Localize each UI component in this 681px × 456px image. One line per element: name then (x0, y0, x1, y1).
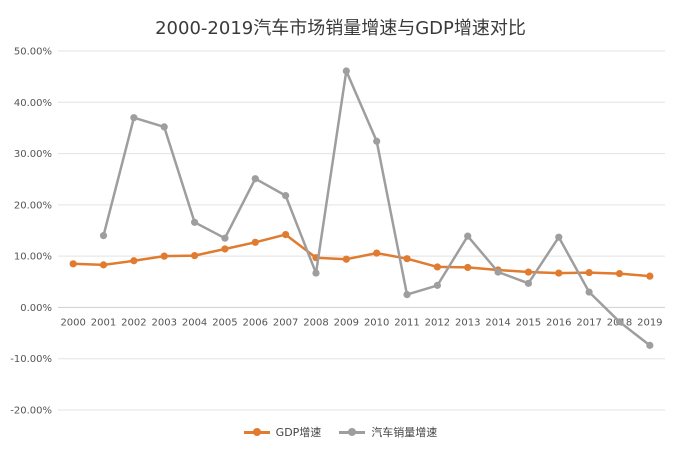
data-point[interactable] (646, 272, 654, 280)
data-point[interactable] (615, 318, 624, 326)
legend-item-gdp[interactable]: GDP增速 (243, 424, 322, 440)
data-point[interactable] (494, 268, 502, 276)
x-tick-label: 2009 (334, 317, 359, 328)
x-tick-label: 2010 (364, 317, 389, 328)
x-tick-label: 2011 (394, 317, 419, 328)
y-tick-label: 0.00% (20, 303, 52, 314)
data-point[interactable] (646, 341, 654, 349)
y-tick-label: 20.00% (14, 200, 52, 211)
data-point[interactable] (342, 67, 350, 75)
legend-label-car-sales: 汽车销量增速 (371, 426, 438, 439)
data-point[interactable] (282, 192, 290, 200)
data-point[interactable] (282, 231, 290, 239)
data-point[interactable] (160, 252, 168, 260)
y-tick-label: -20.00% (10, 406, 52, 417)
series-line (71, 233, 652, 278)
x-tick-label: 2006 (243, 317, 268, 328)
x-tick-label: 2019 (637, 317, 662, 328)
data-point[interactable] (130, 114, 138, 122)
y-tick-label: 30.00% (14, 149, 52, 160)
data-point[interactable] (373, 249, 381, 257)
data-point[interactable] (615, 269, 624, 278)
y-tick-label: 40.00% (14, 98, 52, 109)
x-tick-label: 2003 (151, 317, 176, 328)
data-point[interactable] (403, 255, 411, 263)
x-tick-label: 2017 (576, 317, 601, 328)
series-0 (69, 231, 654, 280)
y-tick-label: 50.00% (14, 47, 52, 58)
x-tick-label: 2016 (546, 317, 571, 328)
data-point[interactable] (433, 281, 441, 289)
data-point[interactable] (221, 234, 229, 242)
data-point[interactable] (160, 123, 168, 131)
x-tick-label: 2014 (485, 317, 510, 328)
data-point[interactable] (524, 268, 533, 276)
data-point[interactable] (403, 291, 411, 299)
x-tick-label: 2000 (60, 317, 85, 328)
data-point[interactable] (464, 232, 472, 240)
data-point[interactable] (342, 255, 350, 263)
data-point[interactable] (190, 218, 199, 226)
x-tick-label: 2002 (121, 317, 146, 328)
data-point[interactable] (585, 268, 593, 277)
x-tick-label: 2012 (425, 317, 450, 328)
data-point[interactable] (555, 233, 563, 241)
data-point[interactable] (130, 257, 138, 265)
data-point[interactable] (190, 252, 199, 260)
x-tick-label: 2008 (303, 317, 328, 328)
y-axis-tick-labels: 50.00% 40.00% 30.00% 20.00% 10.00% 0.00% -10.0… (10, 47, 52, 417)
y-tick-label: -10.00% (10, 354, 52, 365)
x-axis-tick-labels: 2000 2001 2002 2003 2004 2005 2006 2007 2008 2009… (60, 317, 662, 328)
x-tick-label: 2001 (91, 317, 116, 328)
data-point[interactable] (524, 279, 533, 287)
series-group (69, 67, 654, 349)
data-point[interactable] (433, 263, 441, 271)
series-line (102, 69, 652, 347)
data-point[interactable] (221, 245, 229, 253)
legend-item-car-sales[interactable]: 汽车销量增速 (339, 424, 437, 440)
y-tick-label: 10.00% (14, 252, 52, 263)
data-point[interactable] (251, 175, 259, 183)
data-point[interactable] (464, 263, 472, 272)
x-tick-label: 2015 (516, 317, 541, 328)
x-tick-label: 2013 (455, 317, 480, 328)
data-point[interactable] (99, 261, 108, 269)
legend-swatch-car-sales (339, 427, 366, 437)
data-point[interactable] (99, 232, 108, 240)
legend: GDP增速 汽车销量增速 (0, 424, 681, 440)
data-point[interactable] (312, 269, 320, 277)
data-point[interactable] (555, 269, 563, 277)
data-point[interactable] (373, 137, 381, 145)
x-tick-label: 2005 (212, 317, 237, 328)
x-tick-label: 2004 (182, 317, 207, 328)
series-1 (99, 67, 654, 349)
legend-swatch-gdp (243, 427, 270, 437)
chart-title: 2000-2019汽车市场销量增速与GDP增速对比 (155, 18, 526, 39)
x-tick-label: 2007 (273, 317, 298, 328)
data-point[interactable] (585, 288, 593, 296)
data-point[interactable] (251, 238, 259, 246)
data-point[interactable] (69, 260, 77, 268)
legend-label-gdp: GDP增速 (275, 426, 322, 439)
